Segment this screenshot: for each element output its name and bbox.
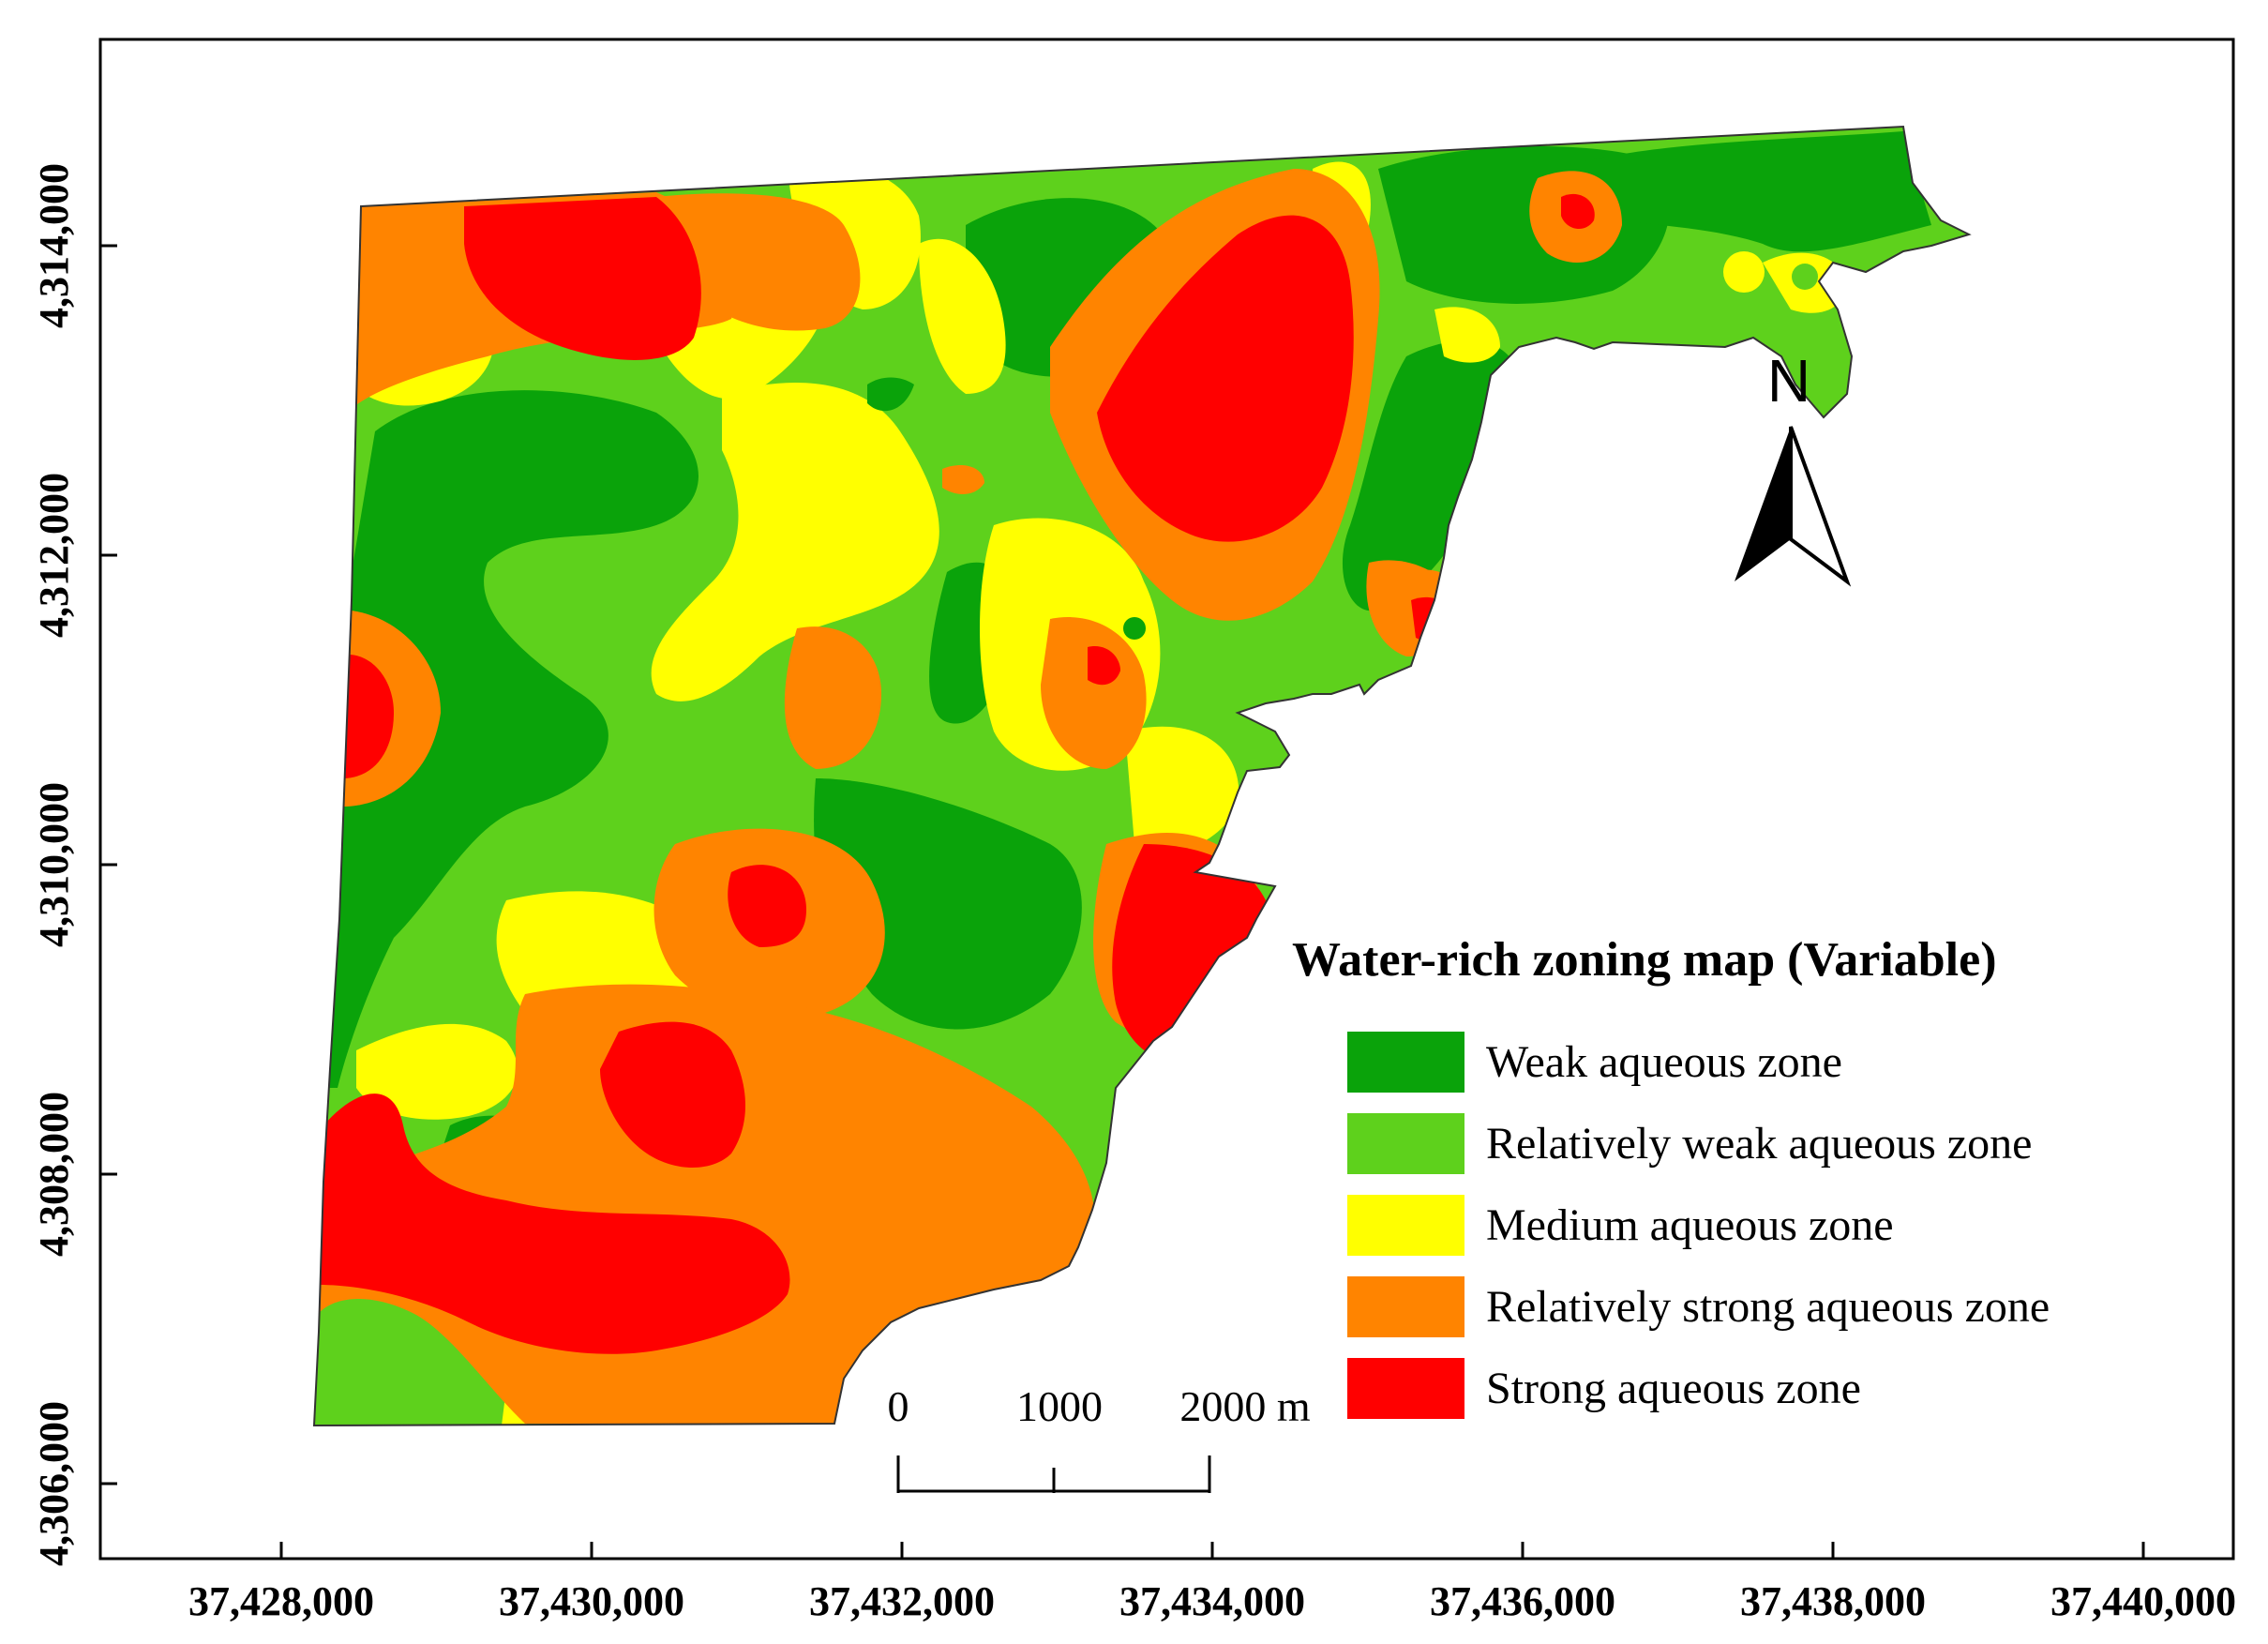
scale-label-1000: 1000	[1016, 1382, 1103, 1430]
legend-title: Water-rich zoning map (Variable)	[1292, 933, 1997, 987]
scale-label-0: 0	[888, 1382, 909, 1430]
map-frame	[98, 38, 2235, 1561]
legend-swatch	[1347, 1276, 1464, 1337]
x-axis-ticks: 37,428,000 37,430,000 37,432,000 37,434,000…	[188, 1542, 2236, 1624]
y-tick-label: 4,312,000	[31, 473, 77, 638]
legend-swatch	[1347, 1358, 1464, 1419]
y-tick-label: 4,310,000	[31, 782, 77, 947]
y-axis-ticks: 4,314,000 4,312,000 4,310,000 4,308,000 4,30…	[31, 163, 117, 1566]
legend-label: Weak aqueous zone	[1486, 1037, 1842, 1087]
legend-label: Strong aqueous zone	[1486, 1364, 1861, 1413]
x-tick-label: 37,434,000	[1119, 1578, 1305, 1624]
legend: Water-rich zoning map (Variable) Weak aq…	[1292, 933, 2050, 1419]
north-label: N	[1767, 347, 1810, 415]
x-tick-label: 37,432,000	[809, 1578, 995, 1624]
y-tick-label: 4,314,000	[31, 163, 77, 328]
legend-label: Relatively weak aqueous zone	[1486, 1119, 2032, 1169]
legend-label: Medium aqueous zone	[1486, 1200, 1894, 1250]
scale-label-2000: 2000 m	[1179, 1382, 1311, 1430]
study-area-outline	[312, 125, 1972, 1427]
y-tick-label: 4,306,000	[31, 1401, 77, 1566]
x-tick-label: 37,428,000	[188, 1578, 374, 1624]
legend-swatch	[1347, 1195, 1464, 1256]
scale-bar: 0 1000 2000 m	[888, 1382, 1311, 1493]
legend-swatch	[1347, 1113, 1464, 1174]
x-tick-label: 37,438,000	[1740, 1578, 1926, 1624]
y-tick-label: 4,308,000	[31, 1092, 77, 1257]
legend-swatch	[1347, 1032, 1464, 1093]
x-tick-label: 37,430,000	[499, 1578, 684, 1624]
x-tick-label: 37,436,000	[1430, 1578, 1615, 1624]
x-tick-label: 37,440,000	[2050, 1578, 2236, 1624]
north-arrow-icon: N	[1735, 347, 1852, 587]
legend-label: Relatively strong aqueous zone	[1486, 1282, 2050, 1332]
